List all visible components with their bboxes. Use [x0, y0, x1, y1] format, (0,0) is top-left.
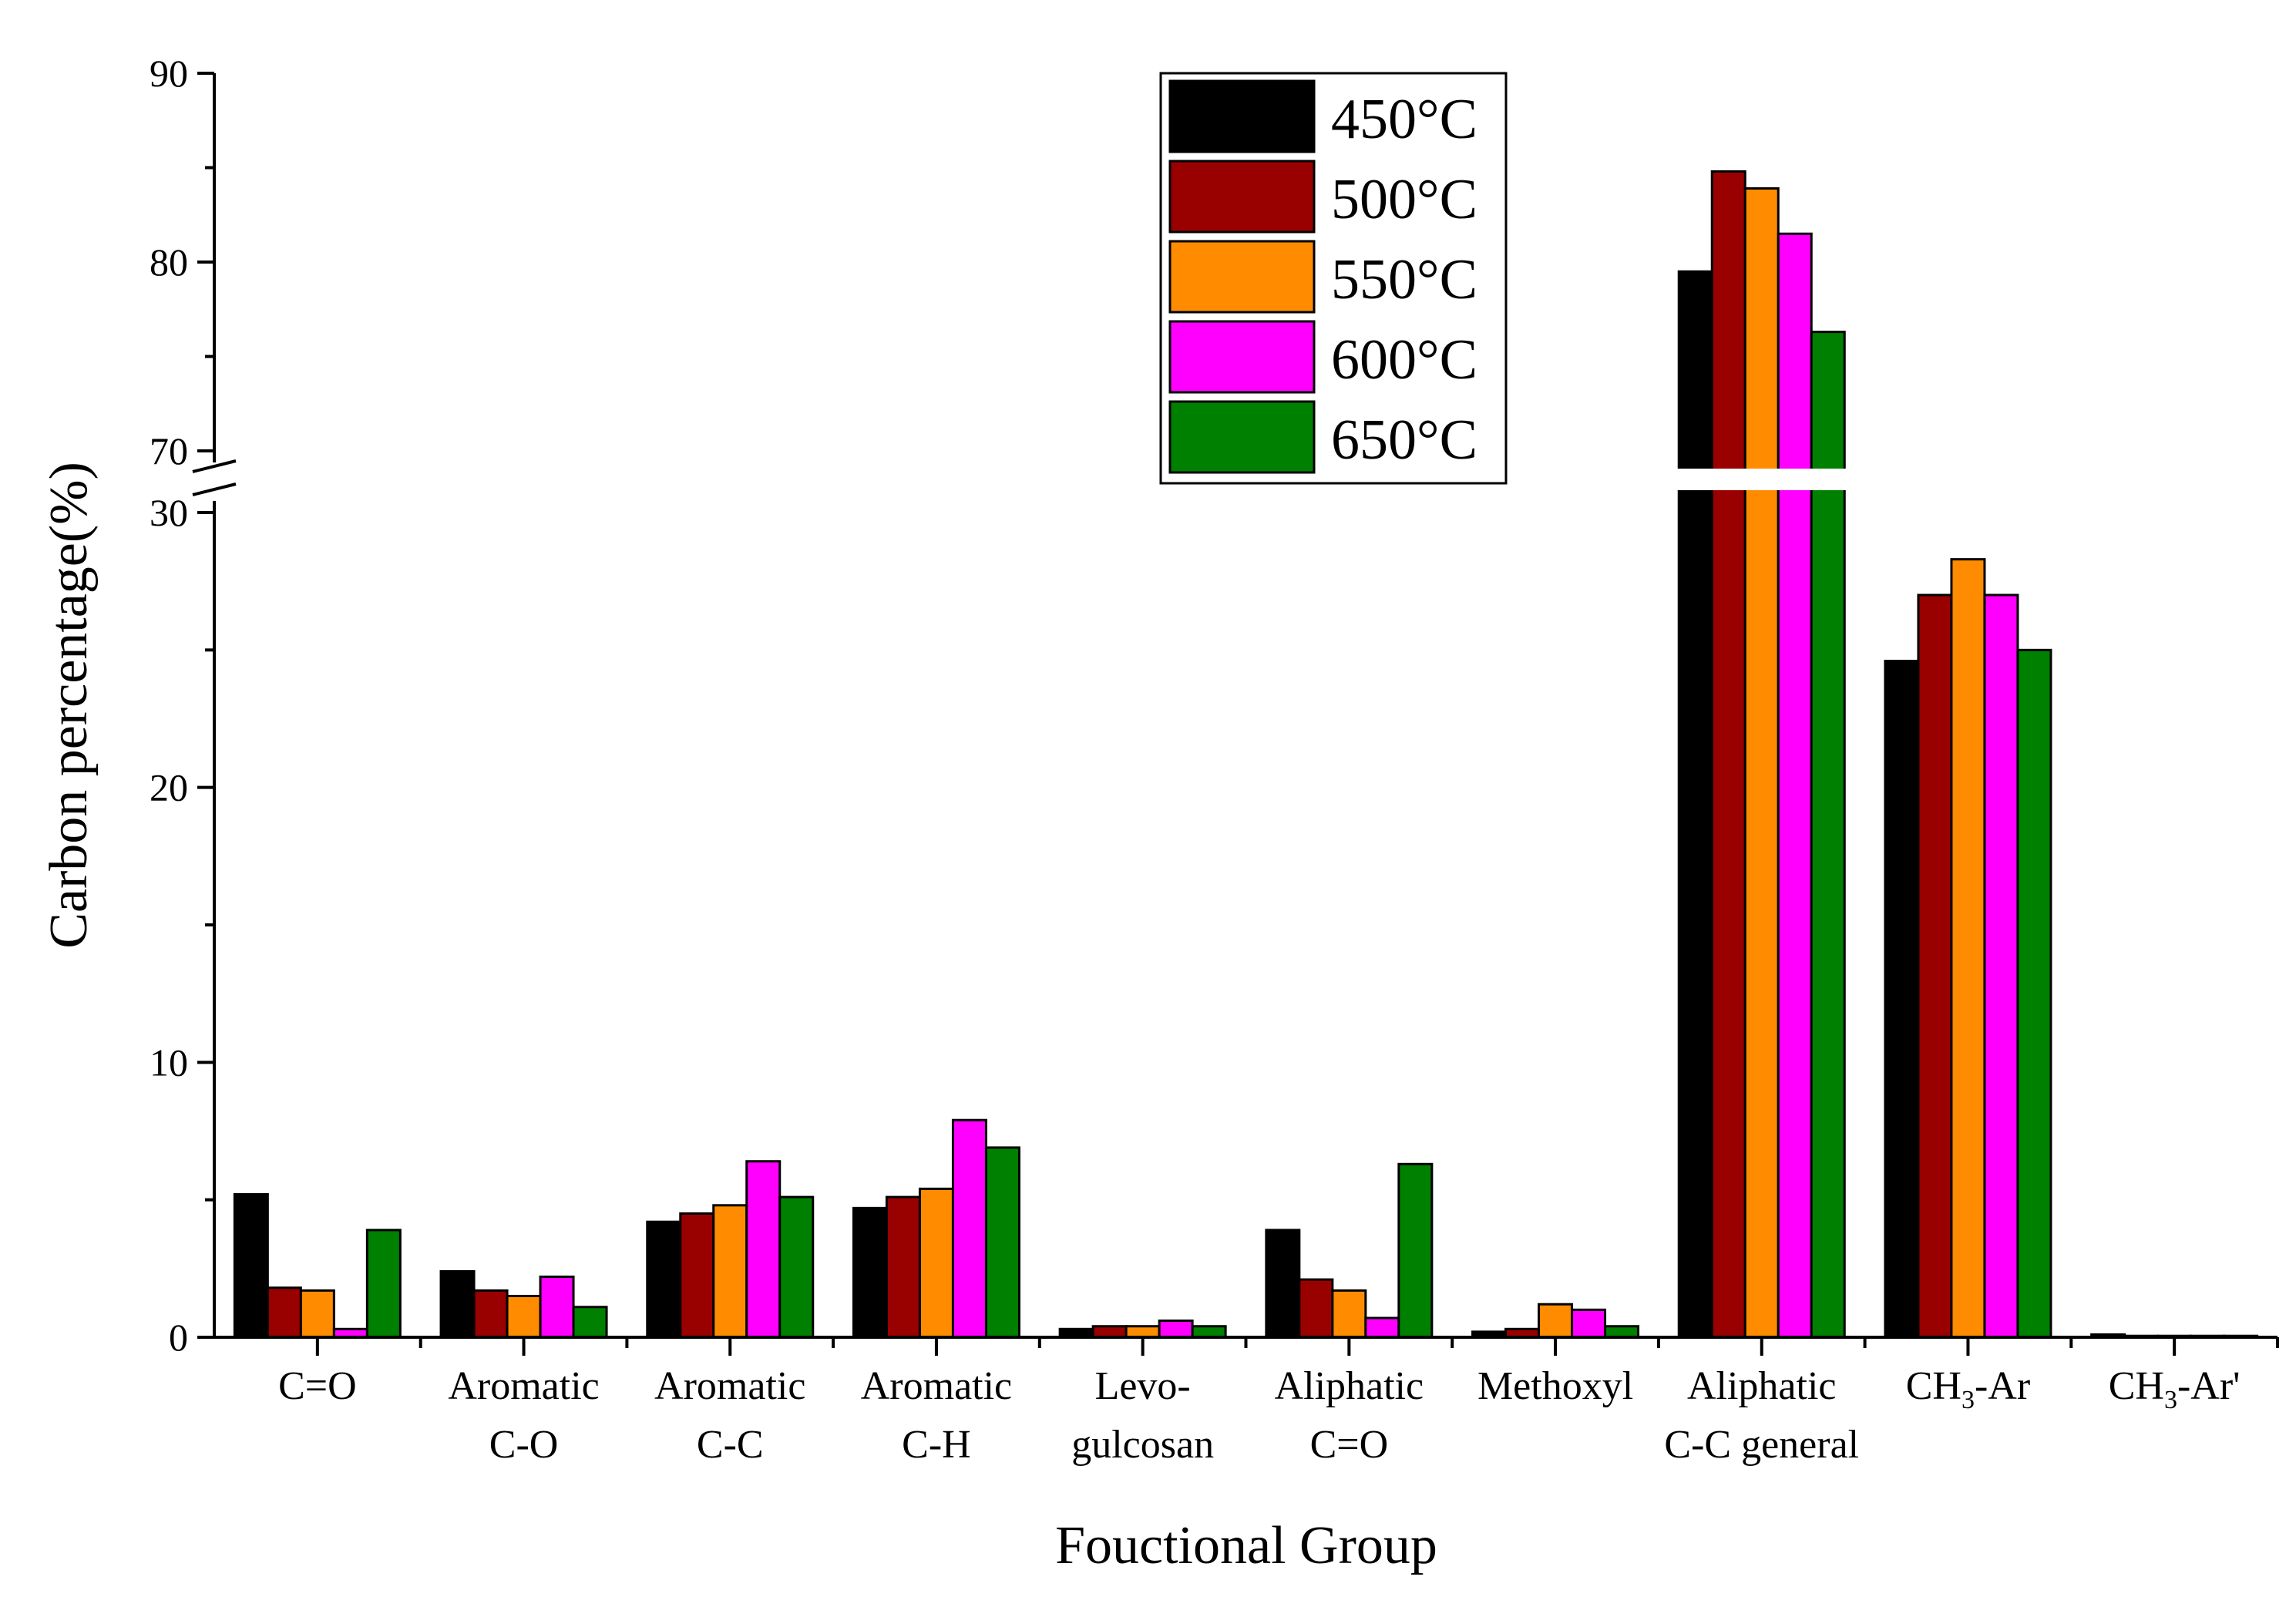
bar-1-1 — [233, 1193, 269, 1339]
bar-4-6 — [1364, 1316, 1400, 1339]
bar-4-3 — [745, 1160, 782, 1339]
bar-4-7 — [1571, 1308, 1607, 1339]
bar-4-8 — [1777, 232, 1813, 1339]
x-category-label: Aliphatic — [1687, 1364, 1837, 1408]
bar-2-6 — [1298, 1278, 1334, 1339]
bar-4-5 — [1158, 1320, 1194, 1339]
y-axis-title: Carbon percentage(%) — [39, 462, 99, 949]
y-tick-label: 10 — [150, 1041, 188, 1084]
bar-5-3 — [778, 1195, 815, 1339]
bar-1-3 — [646, 1220, 682, 1339]
bar-3-6 — [1331, 1289, 1367, 1339]
bar-2-8 — [1710, 170, 1746, 1339]
bar-4-9 — [1983, 593, 2019, 1339]
bar-5-2 — [572, 1306, 608, 1339]
bar-4-4 — [951, 1118, 987, 1339]
bar-1-8 — [1677, 270, 1713, 1339]
legend-swatch — [1168, 400, 1316, 474]
y-tick-label: 80 — [150, 240, 188, 284]
x-category-label: Aromatic — [861, 1364, 1012, 1408]
bar-2-3 — [679, 1212, 715, 1339]
bar-3-8 — [1743, 187, 1780, 1339]
bar-2-1 — [266, 1286, 302, 1339]
bar-5-5 — [1191, 1325, 1227, 1339]
legend: 450°C 500°C 550°C 600°C 650°C — [1159, 72, 1508, 485]
bar-4-2 — [539, 1276, 575, 1339]
bar-3-4 — [918, 1187, 954, 1339]
y-tick-label: 20 — [150, 766, 188, 809]
legend-label: 650°C — [1331, 408, 1477, 472]
bar-3-7 — [1538, 1303, 1574, 1339]
bar-1-6 — [1265, 1229, 1301, 1339]
bar-5-9 — [2016, 648, 2052, 1339]
bar-3-9 — [1950, 558, 1986, 1339]
x-category-labels: C=O Aromatic C-O Aromatic C-C Aromatic C-H Levo… — [278, 1337, 2279, 1467]
bar-2-9 — [1917, 593, 1953, 1339]
y-tick-label: 30 — [150, 491, 188, 534]
x-category-label: Aromatic — [448, 1364, 599, 1408]
x-category-label: C-C general — [1664, 1423, 1859, 1467]
y-tick-label: 0 — [169, 1316, 188, 1359]
legend-label: 600°C — [1331, 328, 1477, 392]
bar-1-4 — [852, 1206, 888, 1339]
legend-label: 450°C — [1331, 88, 1477, 151]
x-category-label: gulcosan — [1071, 1423, 1214, 1467]
legend-label: 550°C — [1331, 248, 1477, 311]
x-category-label: Aliphatic — [1275, 1364, 1424, 1408]
bar-3-2 — [506, 1295, 542, 1339]
x-category-label: C-C — [697, 1423, 764, 1467]
y-ticks-layer: 0 10 20 30 70 80 90 — [150, 52, 214, 1359]
bar-5-7 — [1604, 1325, 1640, 1339]
y-tick-label: 70 — [150, 429, 188, 472]
bars-layer — [233, 170, 2259, 1339]
axis-break-mark — [192, 459, 237, 473]
legend-swatch — [1168, 240, 1316, 314]
legend-swatch — [1168, 79, 1316, 153]
bar-1-9 — [1884, 660, 1920, 1339]
bar-1-2 — [439, 1269, 476, 1339]
bar-3-5 — [1124, 1325, 1161, 1339]
bar-5-6 — [1397, 1162, 1434, 1339]
bar-2-5 — [1091, 1325, 1128, 1339]
legend-swatch — [1168, 160, 1316, 234]
bar-3-1 — [299, 1289, 335, 1339]
bar-5-4 — [984, 1146, 1020, 1339]
x-category-label: CH3-Ar — [1906, 1364, 2030, 1414]
x-category-label: CH3-Ar' — [2109, 1364, 2241, 1414]
x-category-label: C=O — [278, 1364, 357, 1408]
break-gap — [1676, 469, 1848, 490]
x-category-label: Aromatic — [654, 1364, 805, 1408]
legend-swatch — [1168, 320, 1316, 394]
x-category-label: C=O — [1310, 1423, 1389, 1467]
x-category-label: Levo- — [1095, 1364, 1191, 1408]
bar-2-4 — [885, 1195, 921, 1339]
x-category-label: Methoxyl — [1477, 1364, 1633, 1408]
x-axis-title: Fouctional Group — [1055, 1516, 1437, 1575]
bar-5-1 — [365, 1229, 402, 1339]
y-tick-label: 90 — [150, 52, 188, 95]
legend-label: 500°C — [1331, 168, 1477, 231]
bar-3-3 — [712, 1204, 748, 1339]
x-category-label: C-O — [489, 1423, 559, 1467]
axis-break-mark — [192, 482, 237, 496]
x-category-label: C-H — [902, 1423, 971, 1467]
bar-2-2 — [472, 1289, 509, 1339]
